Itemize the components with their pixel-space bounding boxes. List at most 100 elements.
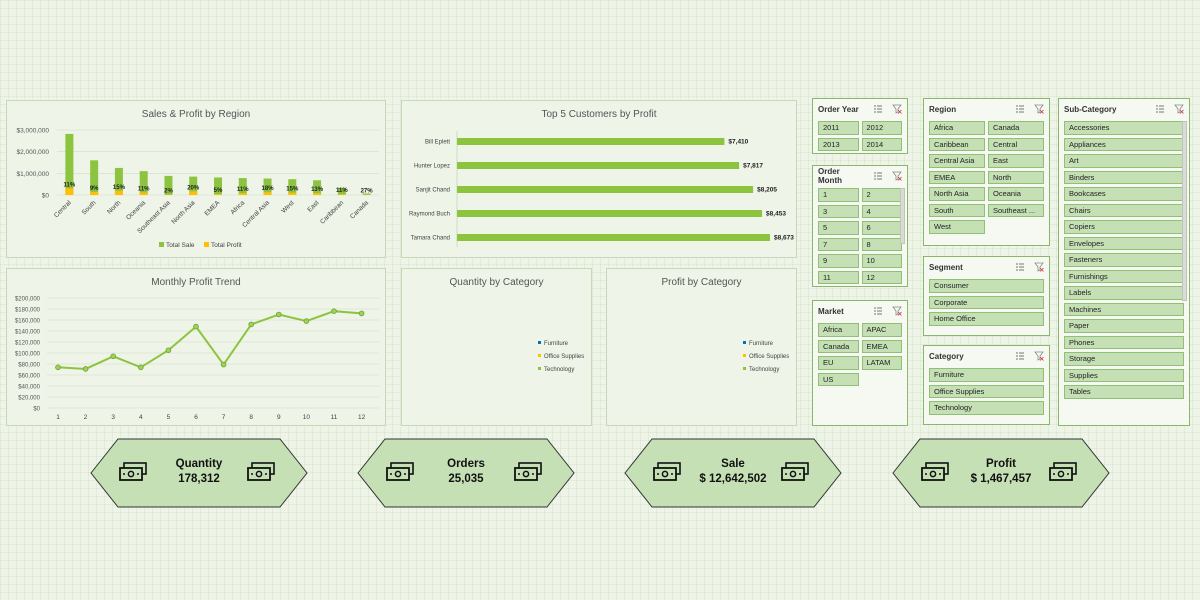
clear-filter-icon[interactable] — [1034, 262, 1044, 272]
clear-filter-icon[interactable] — [1034, 351, 1044, 361]
slicer-item-market[interactable]: LATAM — [861, 356, 902, 370]
slicer-item-region[interactable]: Caribbean — [929, 137, 985, 151]
slicer-item-region[interactable]: Southeast ... — [988, 203, 1044, 217]
profit-bar — [65, 188, 74, 195]
slicer-item-order_month[interactable]: 2 — [861, 188, 902, 202]
slicer-item-region[interactable]: Central Asia — [929, 154, 985, 168]
slicer-item-region[interactable]: EMEA — [929, 170, 985, 184]
slicer-item-market[interactable]: APAC — [861, 323, 902, 337]
slicer-item-category[interactable]: Technology — [929, 401, 1044, 415]
slicer-item-market[interactable]: Africa — [818, 323, 859, 337]
clear-filter-icon[interactable] — [892, 104, 902, 114]
profit-bar — [238, 193, 247, 195]
clear-filter-icon[interactable] — [892, 306, 902, 316]
clear-filter-icon[interactable] — [1174, 104, 1184, 114]
slicer-item-segment[interactable]: Home Office — [929, 312, 1044, 326]
y-tick-label: $140,000 — [15, 330, 41, 336]
slicer-item-subcategory[interactable]: Chairs — [1064, 203, 1184, 217]
slicer-item-category[interactable]: Furniture — [929, 368, 1044, 382]
slicer-item-order_year[interactable]: 2014 — [861, 137, 902, 151]
x-tick-label: Africa — [229, 199, 246, 216]
kpi-value: 25,035 — [448, 473, 484, 485]
sale-bar — [139, 171, 148, 195]
scrollbar-thumb[interactable] — [900, 188, 905, 245]
x-tick-label: 1 — [56, 414, 60, 421]
segment-slicer: Segment Consumer Corporate Home Office — [923, 256, 1050, 336]
slicer-item-market[interactable]: Canada — [818, 339, 859, 353]
trend-point — [220, 361, 227, 368]
legend-label: Furniture — [544, 341, 569, 347]
slicer-item-market[interactable]: US — [818, 372, 859, 386]
slicer-item-subcategory[interactable]: Machines — [1064, 302, 1184, 316]
multi-select-icon[interactable] — [1155, 104, 1165, 114]
slicer-scrollbar[interactable] — [900, 188, 905, 282]
money-icon — [920, 462, 950, 482]
slicer-item-subcategory[interactable]: Storage — [1064, 352, 1184, 366]
slicer-item-region[interactable]: Africa — [929, 121, 985, 135]
slicer-title: Market — [818, 306, 844, 316]
slicer-item-subcategory[interactable]: Copiers — [1064, 220, 1184, 234]
multi-select-icon[interactable] — [1015, 351, 1025, 361]
slicer-item-order_year[interactable]: 2012 — [861, 121, 902, 135]
slicer-items: Consumer Corporate Home Office — [924, 277, 1049, 328]
slicer-item-subcategory[interactable]: Phones — [1064, 335, 1184, 349]
slicer-item-region[interactable]: East — [988, 154, 1044, 168]
slicer-item-subcategory[interactable]: Tables — [1064, 385, 1184, 399]
slicer-item-order_month[interactable]: 1 — [818, 188, 859, 202]
slicer-item-order_month[interactable]: 10 — [861, 254, 902, 268]
slicer-item-region[interactable]: South — [929, 203, 985, 217]
slicer-item-order_month[interactable]: 9 — [818, 254, 859, 268]
profit-pie-title: Profit by Category — [661, 277, 742, 288]
slicer-item-subcategory[interactable]: Binders — [1064, 170, 1184, 184]
slicer-item-market[interactable]: EU — [818, 356, 859, 370]
slicer-item-order_month[interactable]: 6 — [861, 221, 902, 235]
slicer-title: Order Month — [818, 167, 842, 185]
clear-filter-icon[interactable] — [892, 171, 902, 181]
slicer-item-subcategory[interactable]: Envelopes — [1064, 236, 1184, 250]
profit-bar — [189, 191, 198, 195]
slicer-item-order_month[interactable]: 3 — [818, 204, 859, 218]
slicer-item-subcategory[interactable]: Furnishings — [1064, 269, 1184, 283]
slicer-item-region[interactable]: West — [929, 220, 985, 234]
slicer-item-order_month[interactable]: 11 — [818, 270, 859, 284]
slicer-item-order_year[interactable]: 2011 — [818, 121, 859, 135]
slicer-item-order_month[interactable]: 8 — [861, 237, 902, 251]
slicer-item-subcategory[interactable]: Fasteners — [1064, 253, 1184, 267]
slicer-item-subcategory[interactable]: Art — [1064, 154, 1184, 168]
multi-select-icon[interactable] — [873, 306, 883, 316]
slicer-item-region[interactable]: North Asia — [929, 187, 985, 201]
slicer-item-order_year[interactable]: 2013 — [818, 137, 859, 151]
clear-filter-icon[interactable] — [1034, 104, 1044, 114]
slicer-item-order_month[interactable]: 12 — [861, 270, 902, 284]
slicer-item-region[interactable]: Oceania — [988, 187, 1044, 201]
scrollbar-thumb[interactable] — [1182, 121, 1187, 301]
slicer-item-market[interactable]: EMEA — [861, 339, 902, 353]
slicer-item-subcategory[interactable]: Appliances — [1064, 137, 1184, 151]
profit-trend-line — [57, 310, 362, 370]
x-tick-label: West — [280, 199, 295, 214]
multi-select-icon[interactable] — [1015, 262, 1025, 272]
multi-select-icon[interactable] — [873, 171, 883, 181]
customer-label: Tamara Chand — [411, 236, 450, 242]
customer-label: Bill Eplett — [425, 140, 450, 146]
slicer-item-region[interactable]: North — [988, 170, 1044, 184]
slicer-item-subcategory[interactable]: Accessories — [1064, 121, 1184, 135]
multi-select-icon[interactable] — [1015, 104, 1025, 114]
slicer-item-subcategory[interactable]: Paper — [1064, 319, 1184, 333]
x-tick-label: 7 — [222, 414, 226, 421]
slicer-item-category[interactable]: Office Supplies — [929, 384, 1044, 398]
monthly-chart-title: Monthly Profit Trend — [151, 277, 241, 288]
multi-select-icon[interactable] — [873, 104, 883, 114]
slicer-item-order_month[interactable]: 5 — [818, 221, 859, 235]
slicer-item-region[interactable]: Central — [988, 137, 1044, 151]
slicer-item-segment[interactable]: Consumer — [929, 279, 1044, 293]
slicer-item-subcategory[interactable]: Labels — [1064, 286, 1184, 300]
slicer-item-subcategory[interactable]: Bookcases — [1064, 187, 1184, 201]
legend-label: Technology — [544, 367, 574, 373]
slicer-scrollbar[interactable] — [1182, 121, 1187, 421]
slicer-item-segment[interactable]: Corporate — [929, 295, 1044, 309]
slicer-item-region[interactable]: Canada — [988, 121, 1044, 135]
slicer-item-order_month[interactable]: 7 — [818, 237, 859, 251]
slicer-item-subcategory[interactable]: Supplies — [1064, 368, 1184, 382]
slicer-item-order_month[interactable]: 4 — [861, 204, 902, 218]
